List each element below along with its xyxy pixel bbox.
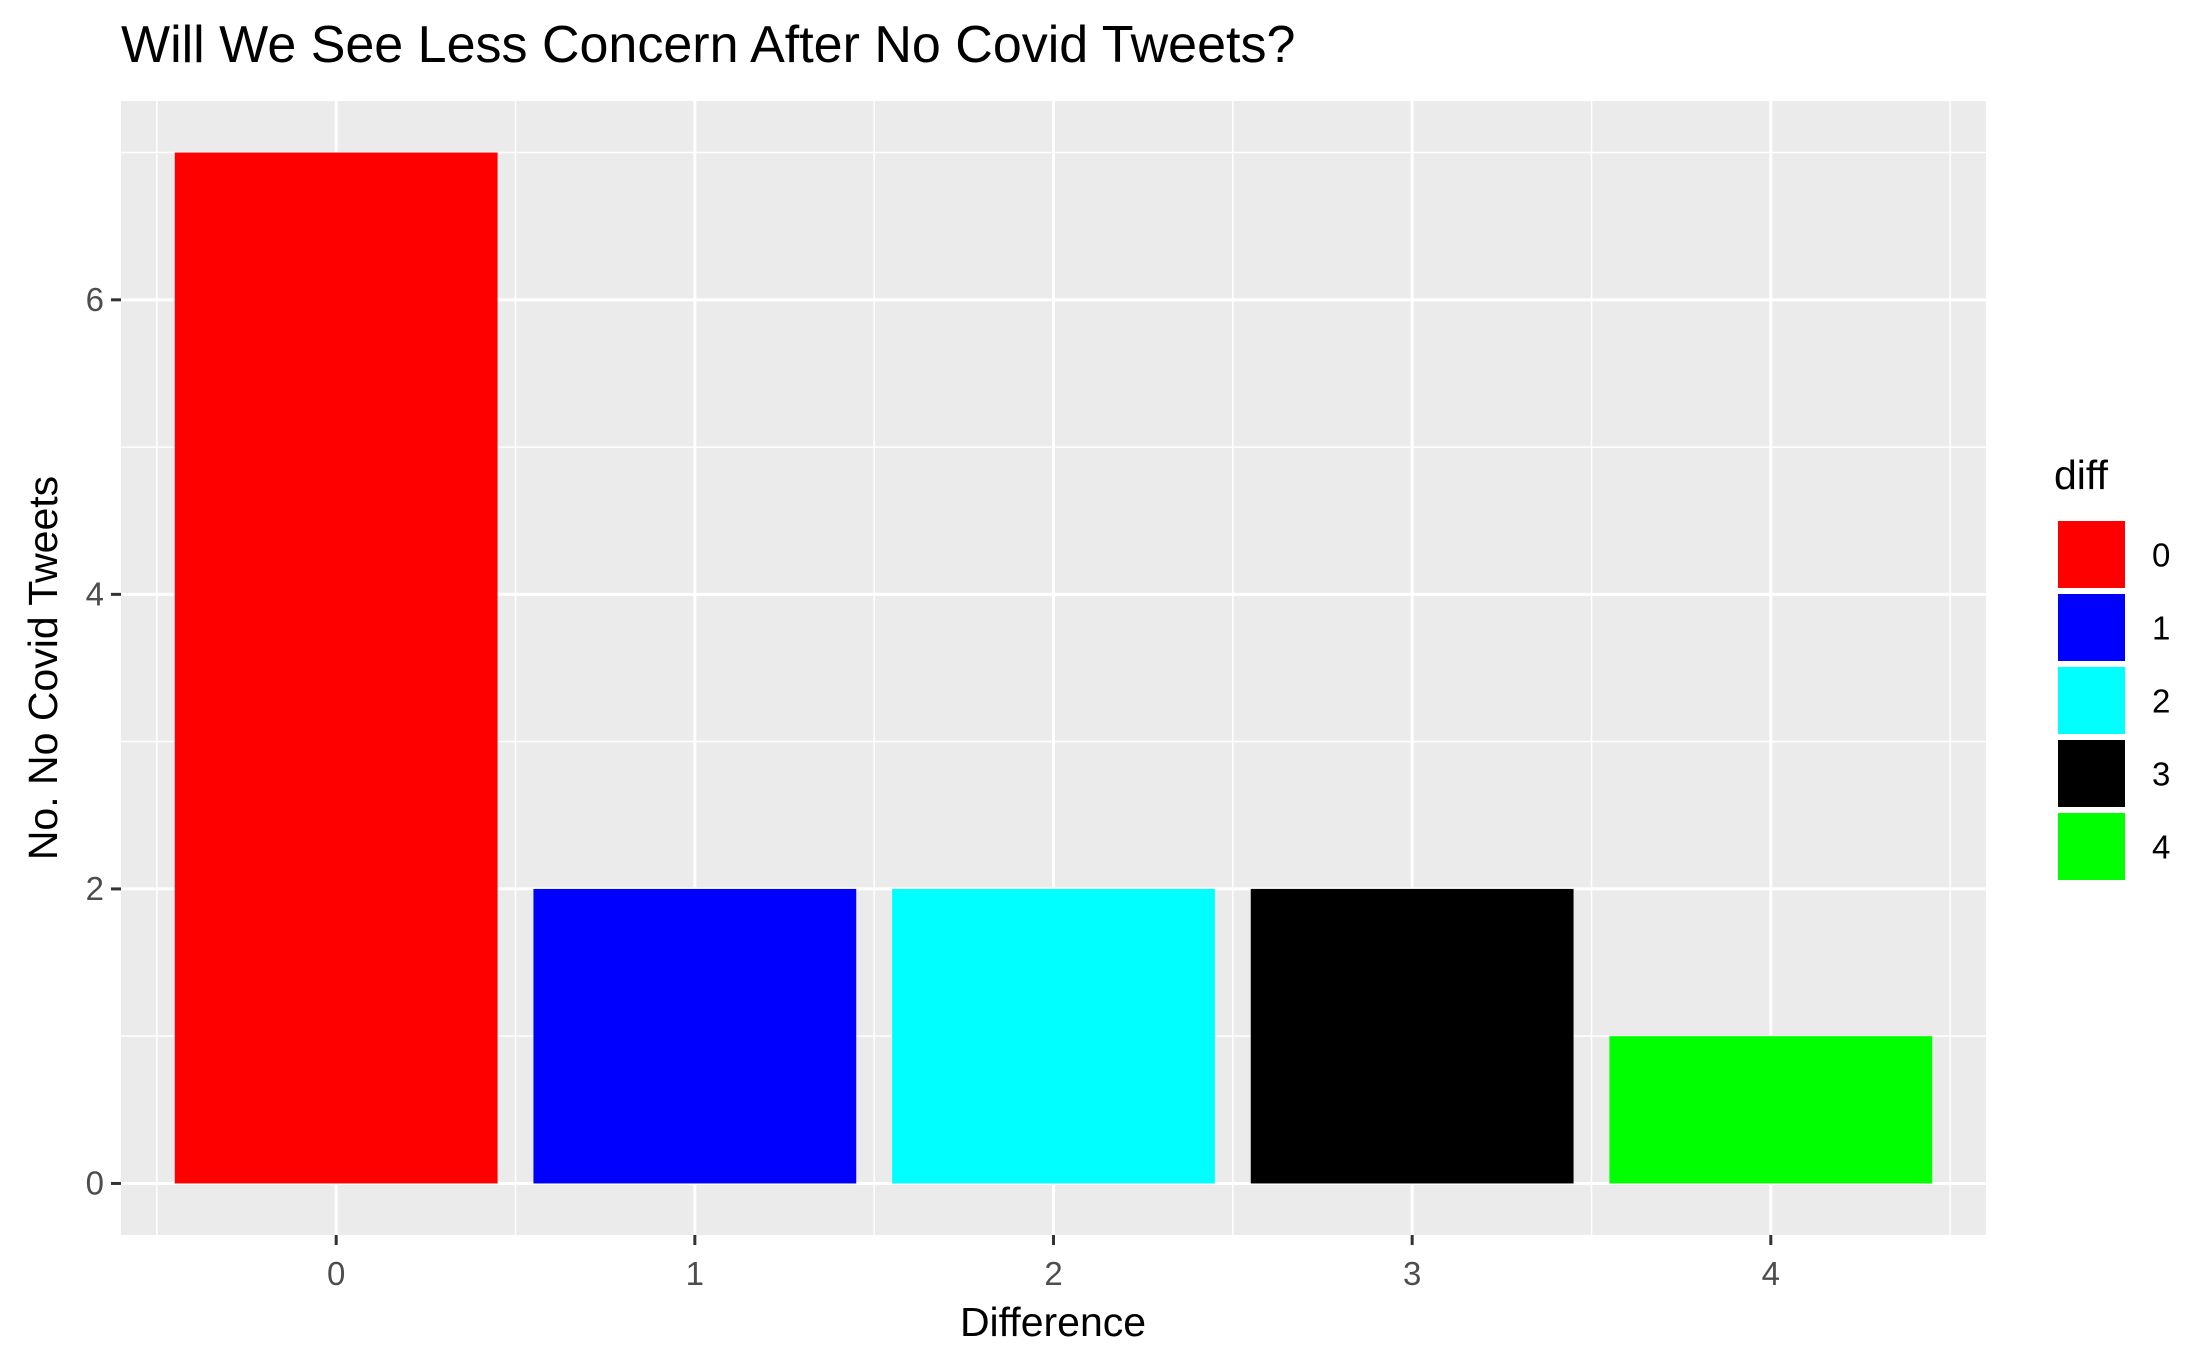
legend-label-4: 4 [2152, 829, 2170, 866]
bar-diff-4 [1609, 1036, 1933, 1184]
bar-diff-0 [174, 152, 498, 1184]
legend-key-0 [2058, 521, 2125, 588]
y-axis-title: No. No Covid Tweets [20, 476, 66, 860]
legend-items: 0 1 2 3 4 [2058, 521, 2170, 880]
y-tick-label: 4 [86, 575, 104, 612]
legend-key-4 [2058, 813, 2125, 880]
x-tick-label: 3 [1403, 1255, 1421, 1292]
legend-key-2 [2058, 667, 2125, 734]
x-axis-title: Difference [960, 1299, 1146, 1345]
x-tick-label: 0 [327, 1255, 345, 1292]
x-tick-label: 1 [686, 1255, 704, 1292]
bar-diff-3 [1250, 888, 1574, 1184]
legend-label-1: 1 [2152, 610, 2170, 647]
bar-diff-2 [892, 888, 1215, 1184]
legend-label-2: 2 [2152, 683, 2170, 720]
legend-label-0: 0 [2152, 537, 2170, 574]
legend-key-3 [2058, 740, 2125, 807]
x-axis: 0 1 2 3 4 [327, 1235, 1780, 1292]
y-tick-label: 2 [86, 870, 104, 907]
legend-label-3: 3 [2152, 756, 2170, 793]
bars [174, 152, 1933, 1184]
chart-title: Will We See Less Concern After No Covid … [121, 16, 1295, 74]
y-axis: 0 2 4 6 [86, 281, 121, 1201]
bar-diff-1 [533, 888, 857, 1184]
legend-key-1 [2058, 594, 2125, 661]
legend: diff 0 1 2 3 4 [2054, 452, 2170, 880]
legend-title: diff [2054, 452, 2109, 498]
x-tick-label: 2 [1044, 1255, 1062, 1292]
y-tick-label: 0 [86, 1164, 104, 1201]
y-tick-label: 6 [86, 281, 104, 318]
x-tick-label: 4 [1762, 1255, 1780, 1292]
